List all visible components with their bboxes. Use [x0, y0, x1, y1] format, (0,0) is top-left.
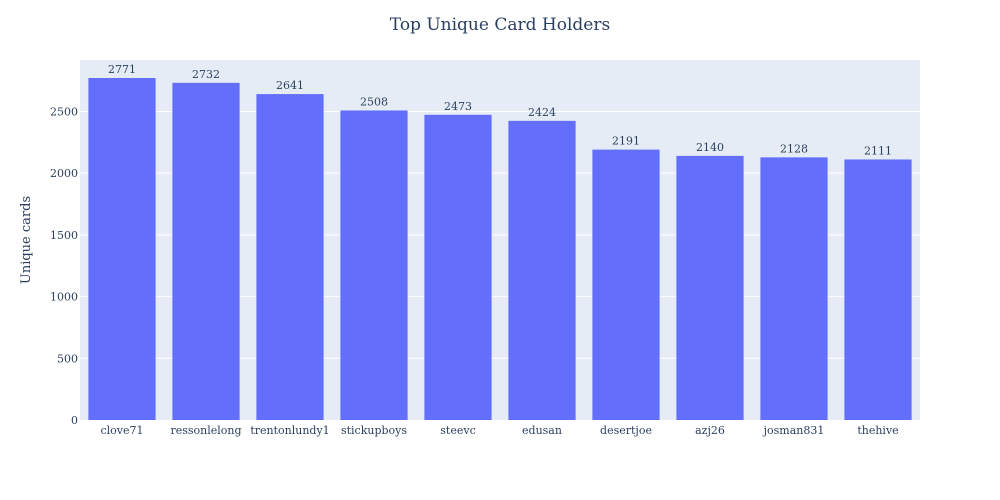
data-label: 2641 [276, 79, 304, 92]
y-tick-label: 1500 [50, 229, 78, 242]
y-axis-ticks: 0 500 1000 1500 2000 2500 [50, 105, 78, 427]
bar [844, 159, 912, 421]
chart-title: Top Unique Card Holders [390, 15, 610, 35]
data-label: 2128 [780, 142, 808, 155]
x-tick-label: ressonlelong [170, 424, 241, 437]
y-tick-label: 500 [57, 352, 78, 365]
data-label: 2732 [192, 68, 220, 81]
bar [340, 110, 408, 421]
y-tick-label: 1000 [50, 291, 78, 304]
x-tick-label: edusan [522, 424, 562, 437]
x-tick-label: trentonlundy1 [250, 424, 329, 437]
bar [172, 82, 240, 421]
x-axis-ticks: clove71 ressonlelong trentonlundy1 stickupb… [100, 424, 898, 437]
bars [88, 78, 912, 421]
bar [760, 157, 828, 420]
data-label: 2508 [360, 95, 388, 108]
bar [88, 78, 156, 421]
data-label: 2140 [696, 141, 724, 154]
x-tick-label: clove71 [100, 424, 143, 437]
y-axis-label: Unique cards [19, 196, 34, 284]
y-tick-label: 2000 [50, 167, 78, 180]
y-tick-label: 2500 [50, 105, 78, 118]
bar [424, 114, 492, 420]
x-tick-label: steevc [440, 424, 475, 437]
x-tick-label: josman831 [762, 424, 825, 437]
x-tick-label: stickupboys [341, 424, 407, 437]
data-label: 2111 [864, 144, 892, 157]
data-label: 2473 [444, 100, 472, 113]
bar [676, 155, 744, 420]
data-label: 2424 [528, 106, 556, 119]
y-tick-label: 0 [71, 414, 78, 427]
bar [592, 149, 660, 420]
data-label: 2191 [612, 135, 640, 148]
data-labels: 2771 2732 2641 2508 2473 2424 2191 2140 2128 2111 [108, 63, 892, 157]
x-tick-label: azj26 [695, 424, 725, 437]
data-label: 2771 [108, 63, 136, 76]
x-tick-label: desertjoe [600, 424, 652, 437]
x-tick-label: thehive [857, 424, 898, 437]
bar [508, 120, 576, 421]
bar [256, 94, 324, 421]
